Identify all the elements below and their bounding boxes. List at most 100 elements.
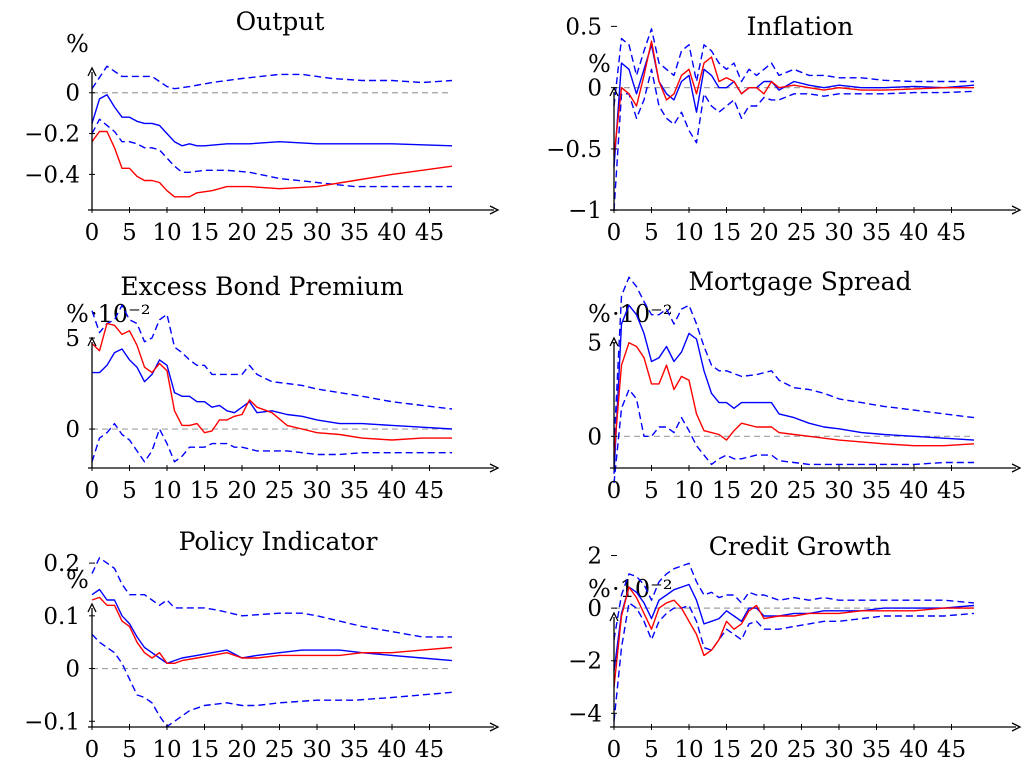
y-unit-label: % — [66, 300, 89, 328]
x-axis-arrow — [1011, 722, 1022, 732]
series-upper — [613, 562, 975, 640]
x-tick-label: 20 — [749, 737, 778, 763]
series-alternative — [91, 322, 452, 441]
series-median — [613, 44, 975, 168]
x-tick-label: 25 — [265, 478, 294, 504]
series-lower — [613, 388, 974, 484]
x-axis-arrow — [1011, 205, 1022, 215]
series-alternative — [91, 130, 453, 198]
panel-title: Inflation — [747, 12, 854, 41]
y-tick-label: −1 — [568, 198, 602, 224]
x-tick-label: 25 — [787, 737, 816, 763]
y-unit-label: % — [66, 566, 89, 594]
x-tick-label: 5 — [122, 737, 137, 763]
x-tick-label: 40 — [899, 478, 928, 504]
x-tick-label: 15 — [190, 478, 219, 504]
y-unit-label: % — [588, 300, 611, 328]
x-tick-label: 40 — [377, 478, 406, 504]
y-tick-label: −0.1 — [24, 709, 80, 735]
x-tick-label: 40 — [899, 220, 928, 246]
panel-output: Output%0 5 10 15 20 25 30 35 40 450−0.2−0.4 — [24, 7, 500, 246]
x-axis-arrow — [489, 205, 500, 215]
x-tick-label: 15 — [712, 737, 741, 763]
panel-policy-indicator: Policy Indicator%0 5 10 15 20 25 30 35 40 450.20.… — [24, 527, 500, 763]
y-tick-label: 0 — [587, 424, 602, 450]
x-tick-label: 25 — [265, 220, 294, 246]
x-tick-label: 15 — [712, 220, 741, 246]
x-tick-label: 30 — [302, 220, 331, 246]
panel-excess-bond-premium: Excess Bond Premium% ·10⁻²0 5 10 15 20 25 30 35 4… — [65, 272, 500, 504]
series-alternative — [613, 586, 974, 688]
series-lower — [91, 118, 452, 188]
y-scale-label: ·10⁻² — [612, 575, 672, 603]
series-median — [91, 94, 453, 147]
panel-mortgage-spread: Mortgage Spread% ·10⁻²0 5 10 15 20 25 30 35 40 455… — [587, 267, 1022, 504]
x-tick-label: 45 — [415, 220, 444, 246]
x-tick-label: 45 — [937, 737, 966, 763]
x-tick-label: 45 — [415, 737, 444, 763]
y-tick-label: 0 — [587, 76, 602, 102]
x-tick-label: 0 — [85, 220, 100, 246]
panel-title: Mortgage Spread — [688, 267, 911, 296]
y-tick-label: 5 — [587, 331, 602, 357]
x-tick-label: 10 — [152, 478, 181, 504]
series-median — [613, 583, 975, 672]
y-axis-arrow — [87, 602, 97, 613]
x-tick-label: 20 — [749, 220, 778, 246]
x-tick-label: 30 — [824, 220, 853, 246]
x-tick-label: 0 — [85, 737, 100, 763]
x-tick-label: 10 — [152, 737, 181, 763]
series-lower — [613, 602, 975, 722]
series-alternative — [613, 40, 974, 156]
y-tick-label: 0.5 — [565, 14, 602, 40]
x-tick-label: 15 — [190, 220, 219, 246]
x-tick-label: 0 — [607, 220, 622, 246]
x-tick-label: 25 — [787, 220, 816, 246]
x-tick-label: 10 — [674, 478, 703, 504]
x-tick-label: 25 — [787, 478, 816, 504]
x-tick-label: 30 — [302, 478, 331, 504]
y-unit-label: % — [66, 30, 89, 58]
y-tick-label: 0.2 — [43, 551, 80, 577]
x-axis-arrow — [489, 463, 500, 473]
series-upper — [91, 65, 453, 90]
x-tick-label: 35 — [862, 737, 891, 763]
y-tick-label: −4 — [568, 701, 602, 727]
x-tick-label: 35 — [340, 737, 369, 763]
x-tick-label: 45 — [937, 220, 966, 246]
x-tick-label: 5 — [644, 478, 659, 504]
y-tick-label: 0 — [65, 81, 80, 107]
panel-title: Policy Indicator — [179, 527, 378, 556]
x-tick-label: 10 — [152, 220, 181, 246]
x-tick-label: 5 — [122, 220, 137, 246]
series-upper — [91, 557, 452, 638]
x-tick-label: 30 — [302, 737, 331, 763]
panel-title: Credit Growth — [709, 532, 891, 561]
x-axis-arrow — [1011, 463, 1022, 473]
x-tick-label: 0 — [607, 478, 622, 504]
x-tick-label: 0 — [607, 737, 622, 763]
x-tick-label: 25 — [265, 737, 294, 763]
panel-credit-growth: Credit Growth% ·10⁻²0 5 10 15 20 25 30 35 40 4520−… — [568, 532, 1022, 763]
x-tick-label: 35 — [862, 478, 891, 504]
x-tick-label: 5 — [644, 737, 659, 763]
y-tick-label: 0 — [587, 596, 602, 622]
x-tick-label: 30 — [824, 478, 853, 504]
x-tick-label: 0 — [85, 478, 100, 504]
x-tick-label: 35 — [340, 478, 369, 504]
y-tick-label: 0 — [65, 417, 80, 443]
x-tick-label: 30 — [824, 737, 853, 763]
panel-inflation: Inflation%0 5 10 15 20 25 30 35 40 450.50−0.5−1 — [546, 12, 1022, 246]
y-tick-label: −0.4 — [24, 162, 80, 188]
x-tick-label: 40 — [899, 737, 928, 763]
x-tick-label: 45 — [937, 478, 966, 504]
y-axis-arrow — [609, 611, 619, 622]
series-median — [91, 588, 453, 664]
y-tick-label: 0 — [65, 657, 80, 683]
y-axis-arrow — [609, 336, 619, 347]
series-upper — [91, 304, 453, 410]
x-tick-label: 20 — [227, 737, 256, 763]
y-tick-label: 5 — [65, 326, 80, 352]
x-tick-label: 20 — [749, 478, 778, 504]
